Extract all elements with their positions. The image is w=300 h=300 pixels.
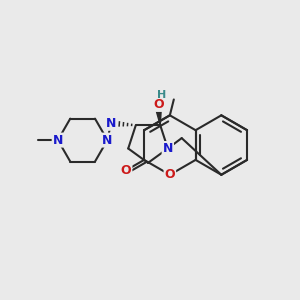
Text: H: H [157, 89, 166, 100]
Text: N: N [102, 134, 112, 147]
Text: N: N [106, 117, 116, 130]
Text: O: O [121, 164, 131, 177]
Text: O: O [164, 168, 175, 181]
Text: O: O [153, 98, 164, 111]
Text: N: N [53, 134, 63, 147]
Polygon shape [155, 106, 161, 125]
Text: N: N [163, 142, 173, 155]
